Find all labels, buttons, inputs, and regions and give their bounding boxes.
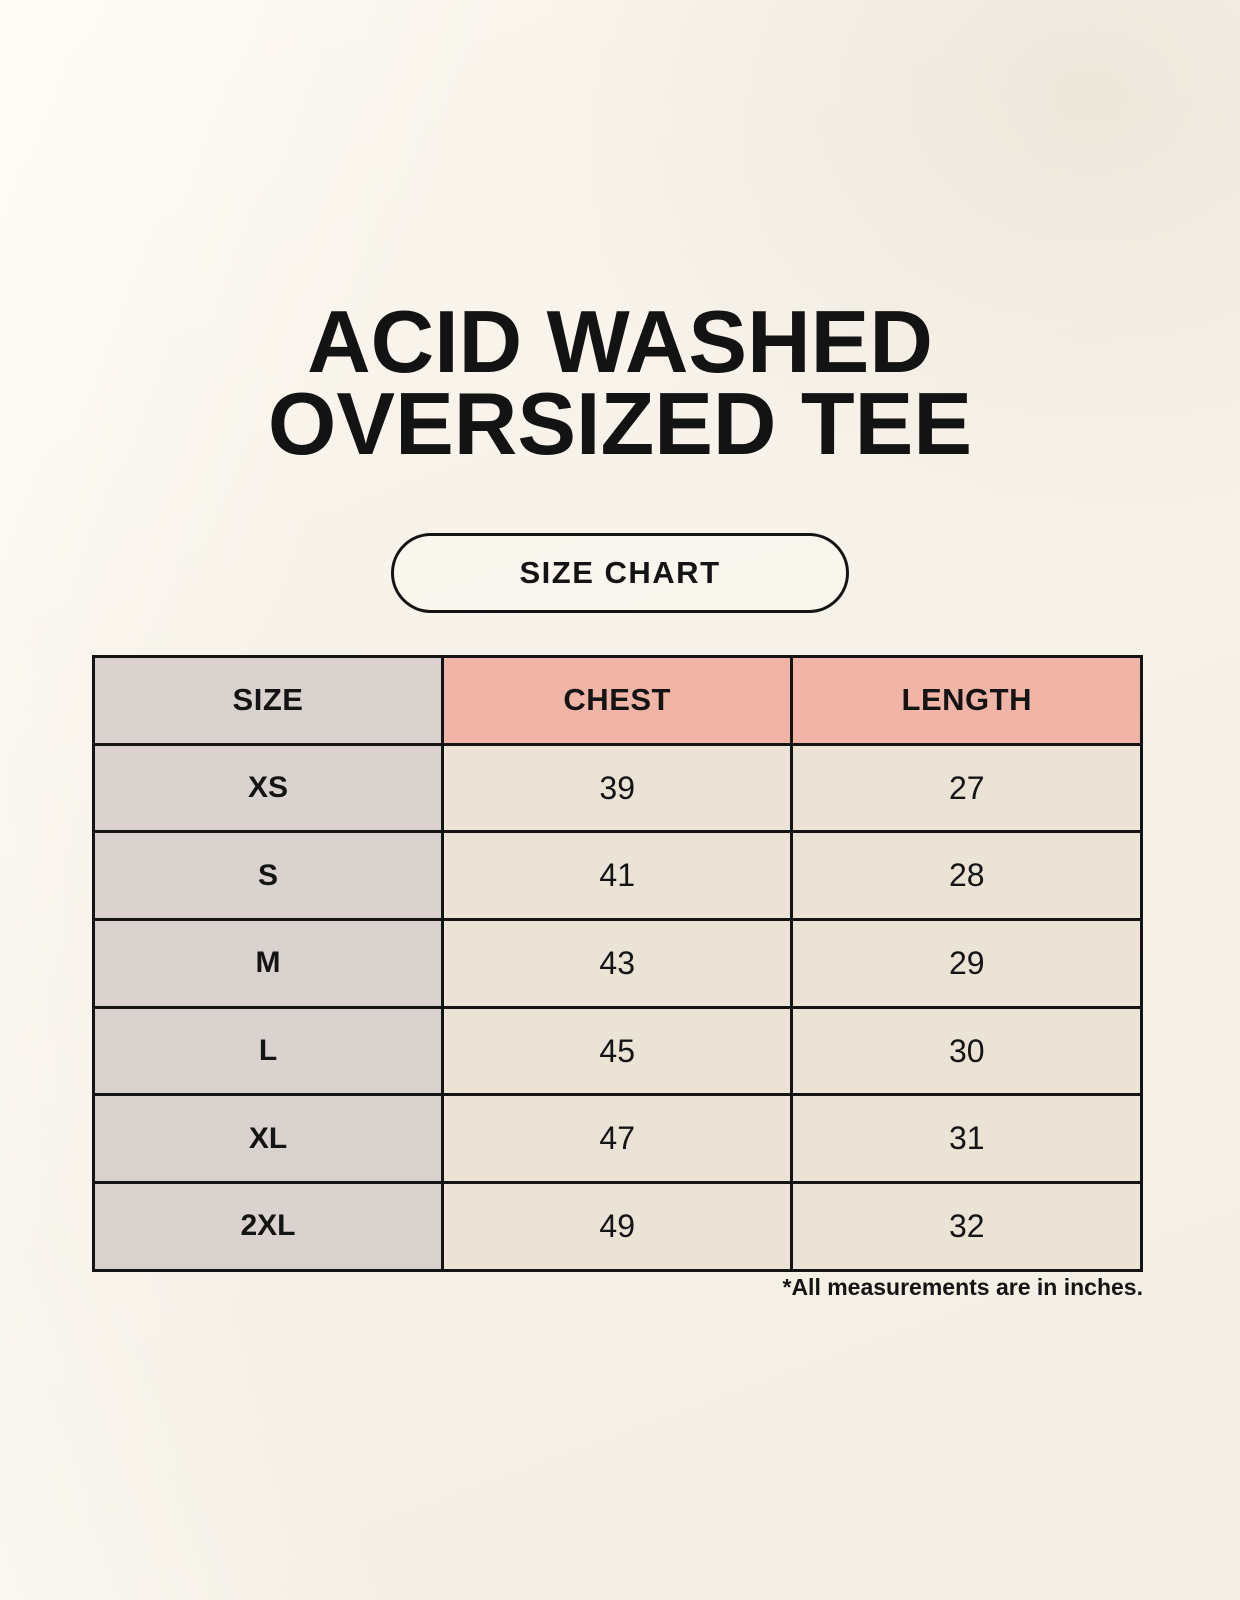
table-row: XL 47 31 [92, 1093, 1143, 1185]
chest-cell: 39 [440, 742, 794, 834]
size-chart-button-label: SIZE CHART [519, 555, 721, 590]
table-row: L 45 30 [92, 1005, 1143, 1097]
size-chart-table: SIZE CHEST LENGTH XS 39 27 S 41 28 M 43 … [92, 655, 1143, 1272]
size-cell: L [92, 1005, 444, 1097]
table-row: S 41 28 [92, 830, 1143, 922]
chest-cell: 43 [440, 918, 794, 1009]
chest-cell: 47 [440, 1093, 794, 1185]
length-cell: 27 [790, 742, 1143, 834]
length-cell: 30 [790, 1005, 1143, 1097]
column-header-length: LENGTH [790, 655, 1143, 746]
size-cell: 2XL [92, 1181, 444, 1272]
column-header-chest: CHEST [440, 655, 794, 746]
table-row: M 43 29 [92, 918, 1143, 1009]
chest-cell: 45 [440, 1005, 794, 1097]
product-title: ACID WASHED OVERSIZED TEE [0, 298, 1240, 468]
header-row: SIZE CHEST LENGTH [92, 655, 1143, 746]
length-cell: 32 [790, 1181, 1143, 1272]
size-cell: XS [92, 742, 444, 834]
table-row: XS 39 27 [92, 742, 1143, 834]
size-cell: M [92, 918, 444, 1009]
length-cell: 31 [790, 1093, 1143, 1185]
chest-cell: 49 [440, 1181, 794, 1272]
product-title-line1: ACID WASHED [307, 292, 933, 391]
size-cell: S [92, 830, 444, 922]
length-cell: 28 [790, 830, 1143, 922]
chest-cell: 41 [440, 830, 794, 922]
size-chart-button[interactable]: SIZE CHART [391, 533, 849, 613]
size-cell: XL [92, 1093, 444, 1185]
length-cell: 29 [790, 918, 1143, 1009]
product-title-line2: OVERSIZED TEE [267, 374, 973, 473]
table-row: 2XL 49 32 [92, 1181, 1143, 1272]
measurement-note: *All measurements are in inches. [782, 1274, 1144, 1300]
column-header-size: SIZE [92, 655, 444, 746]
